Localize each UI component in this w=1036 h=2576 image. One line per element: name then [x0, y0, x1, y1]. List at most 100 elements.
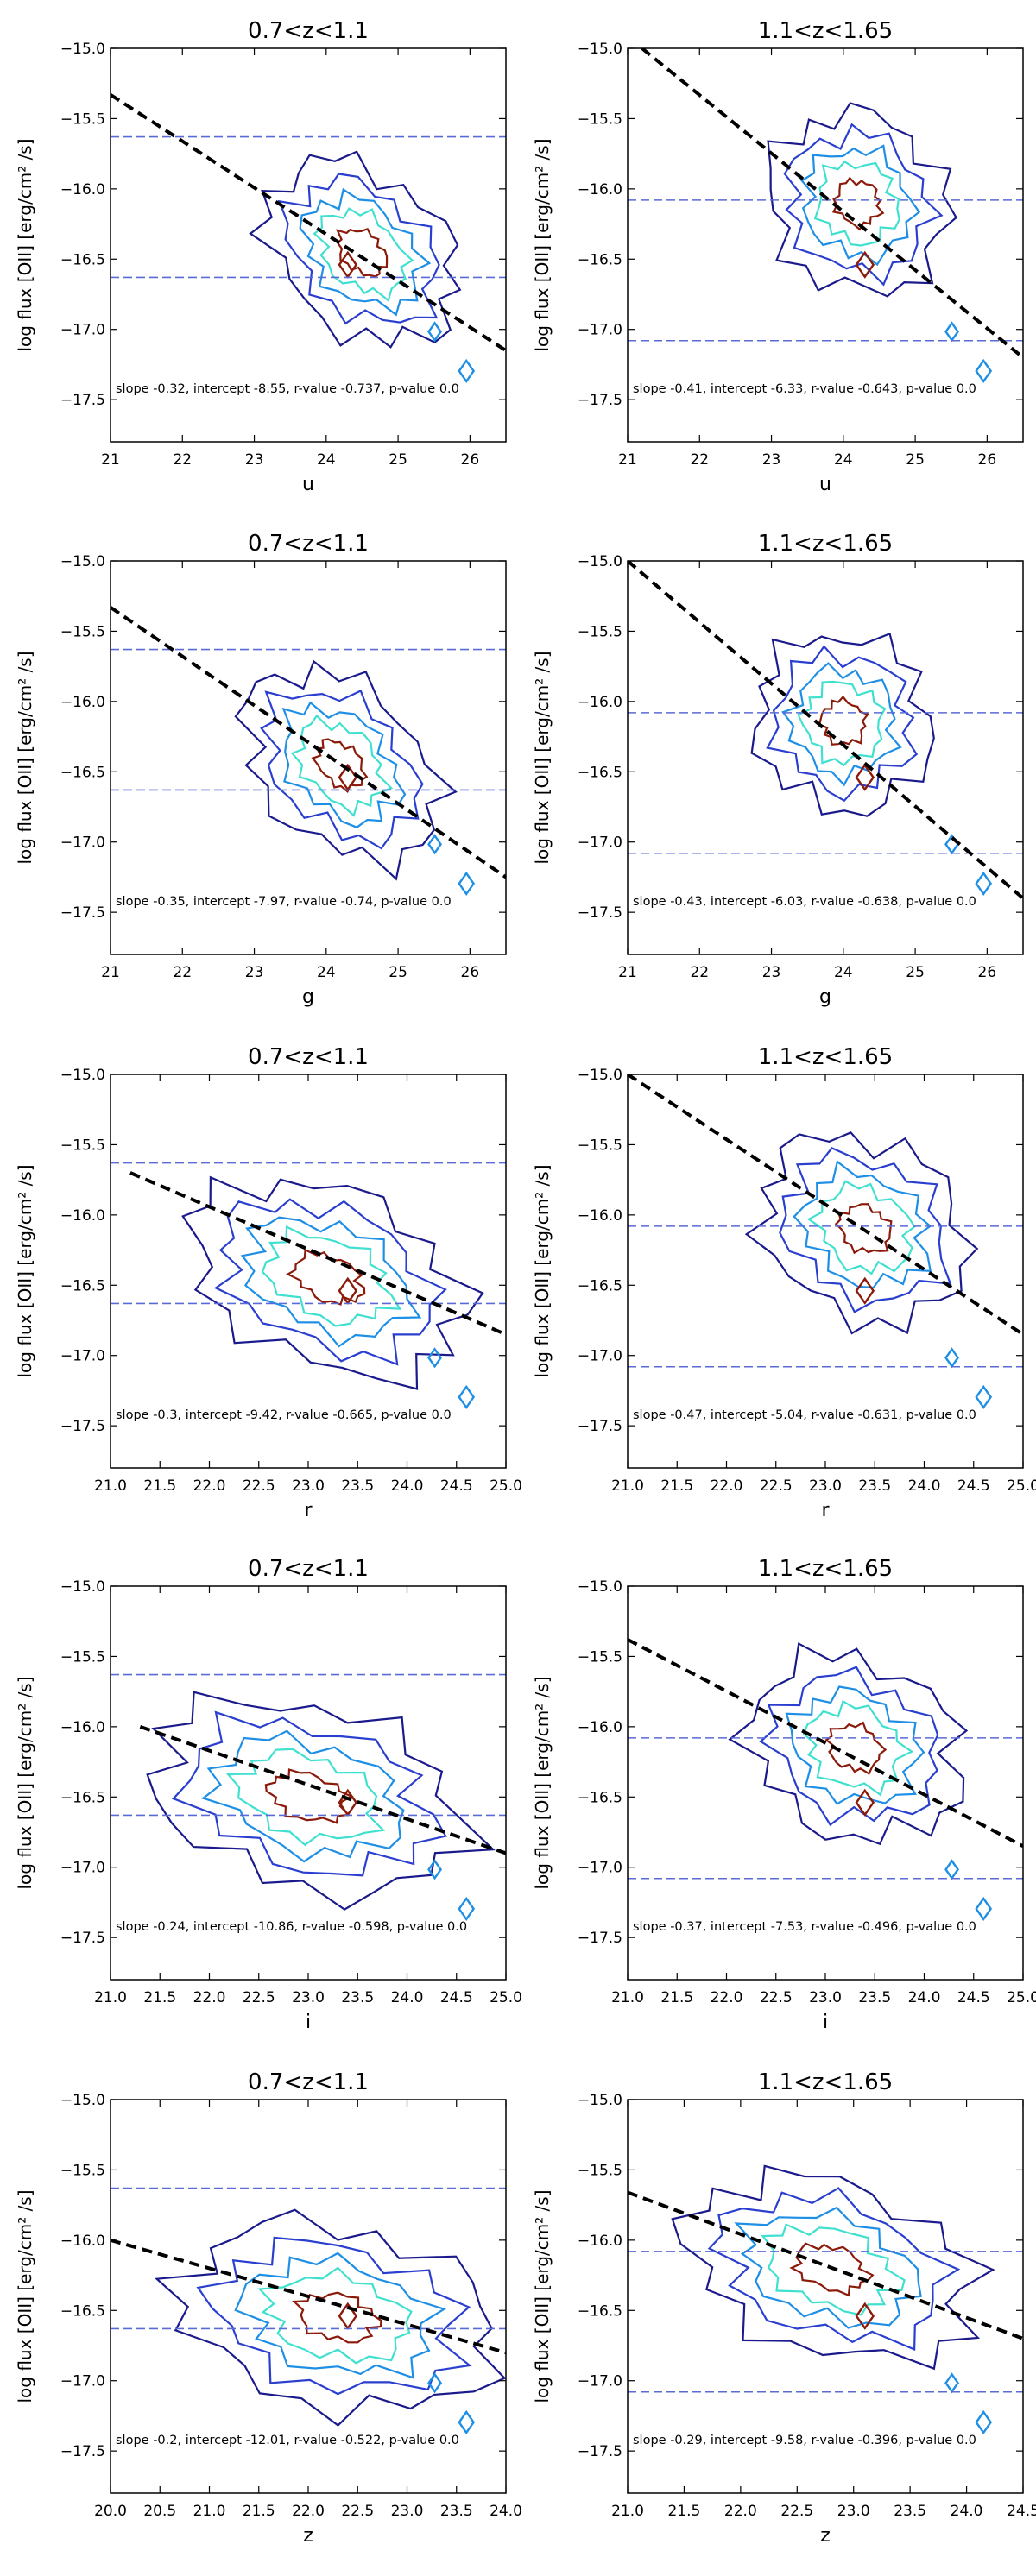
x-tick-label: 22 — [690, 451, 709, 469]
y-axis-label: log flux [OII] [erg/cm² /s] — [532, 651, 553, 864]
plot-area: slope -0.24, intercept -10.86, r-value -… — [111, 1673, 506, 1934]
contour-level-1 — [234, 659, 458, 881]
fit-line — [628, 2190, 1023, 2340]
fit-line — [628, 1074, 1023, 1336]
x-tick-label: 21.5 — [667, 2503, 700, 2520]
contour-level-1 — [767, 102, 958, 298]
y-tick-label: −16.0 — [60, 1719, 105, 1736]
plot-area: slope -0.37, intercept -7.53, r-value -0… — [628, 1638, 1023, 1934]
fit-annotation: slope -0.29, intercept -9.58, r-value -0… — [633, 2434, 976, 2447]
contour-level-2 — [277, 173, 440, 325]
x-tick-label: 23.0 — [809, 1477, 842, 1495]
y-tick-label: −15.0 — [578, 1578, 622, 1596]
contour-level-2 — [196, 2236, 472, 2396]
contour-level-3 — [734, 2206, 922, 2329]
panel-title: 0.7<z<1.1 — [248, 18, 369, 44]
axes-frame — [627, 560, 1024, 955]
x-tick-label: 22.0 — [711, 1477, 743, 1495]
x-tick-label: 21.5 — [660, 1477, 693, 1495]
x-tick-label: 21.0 — [193, 2503, 226, 2520]
x-tick-label: 25.0 — [1007, 1477, 1036, 1495]
y-tick-label: −16.5 — [578, 251, 622, 268]
x-tick-label: 21.5 — [660, 1989, 693, 2006]
fit-annotation: slope -0.43, intercept -6.03, r-value -0… — [633, 895, 976, 909]
y-axis-label: log flux [OII] [erg/cm² /s] — [532, 1164, 553, 1377]
panel-title: 0.7<z<1.1 — [248, 1044, 369, 1070]
x-tick-label: 24 — [834, 964, 853, 981]
panel-title: 1.1<z<1.65 — [758, 531, 893, 557]
x-tick-label: 21.0 — [611, 1477, 644, 1495]
y-tick-label: −17.5 — [578, 1930, 622, 1947]
x-tick-label: 22.0 — [193, 1477, 226, 1495]
x-tick-label: 25.0 — [490, 1477, 522, 1495]
y-tick-label: −15.0 — [60, 1578, 105, 1596]
contour-island — [975, 1896, 993, 1922]
x-tick-label: 25 — [388, 451, 407, 469]
y-tick-label: −16.5 — [60, 2302, 105, 2320]
contour-level-5 — [311, 738, 369, 793]
contour-island — [975, 358, 993, 384]
contour-island — [855, 250, 875, 279]
contour-level-1 — [728, 1642, 969, 1846]
contour-level-2 — [783, 123, 944, 287]
x-tick-label: 23.5 — [894, 2503, 926, 2520]
x-tick-label: 23 — [245, 964, 264, 981]
x-axis-label: i — [823, 2012, 828, 2033]
x-tick-label: 22.5 — [760, 1477, 793, 1495]
x-tick-label: 21.5 — [243, 2503, 275, 2520]
x-tick-label: 23 — [762, 964, 781, 981]
panel-6: 1.1<z<1.65 slope -0.47, intercept -5.04, … — [532, 1044, 1036, 1521]
x-tick-label: 22.5 — [760, 1989, 793, 2006]
panel-10: 1.1<z<1.65 slope -0.29, intercept -9.58, … — [532, 2069, 1036, 2547]
y-tick-label: −16.0 — [60, 2233, 105, 2250]
x-axis-label: z — [820, 2525, 831, 2547]
plot-area: slope -0.32, intercept -8.55, r-value -0… — [111, 93, 506, 396]
axes-frame — [110, 47, 507, 443]
fit-line — [111, 606, 506, 879]
x-tick-label: 23.5 — [341, 1477, 374, 1495]
y-tick-label: −15.0 — [60, 1067, 105, 1084]
y-tick-label: −16.5 — [578, 2302, 622, 2320]
contour-island — [855, 1276, 875, 1305]
y-tick-label: −17.0 — [60, 1348, 105, 1365]
panel-7: 0.7<z<1.1 slope -0.24, intercept -10.86, … — [15, 1556, 522, 2033]
contour-level-2 — [759, 1666, 939, 1827]
x-tick-label: 23.5 — [341, 1989, 374, 2006]
x-tick-label: 22.5 — [243, 1477, 275, 1495]
fit-annotation: slope -0.3, intercept -9.42, r-value -0.… — [116, 1408, 452, 1422]
contour-level-3 — [793, 1160, 932, 1289]
y-tick-label: −17.5 — [578, 2443, 622, 2460]
x-axis-label: r — [821, 1500, 830, 1521]
x-tick-label: 22.0 — [711, 1989, 743, 2006]
y-axis-label: log flux [OII] [erg/cm² /s] — [15, 651, 35, 864]
panel-title: 1.1<z<1.65 — [758, 2069, 893, 2095]
y-tick-label: −15.5 — [60, 623, 105, 640]
x-tick-label: 23 — [245, 451, 264, 469]
x-tick-label: 26 — [978, 964, 997, 981]
contour-level-5 — [818, 695, 870, 746]
contour-level-5 — [264, 1768, 354, 1824]
contour-level-2 — [766, 645, 919, 803]
contour-level-1 — [750, 632, 935, 817]
x-axis-label: i — [306, 2012, 311, 2033]
fit-line — [130, 1171, 506, 1337]
y-tick-label: −17.0 — [578, 835, 622, 852]
contour-island — [944, 321, 960, 343]
panel-9: 0.7<z<1.1 slope -0.2, intercept -12.01, r… — [15, 2069, 522, 2547]
y-tick-label: −17.5 — [578, 904, 622, 922]
fit-line — [111, 2238, 506, 2355]
contour-level-3 — [201, 1729, 405, 1863]
contour-level-3 — [299, 187, 432, 317]
contour-level-1 — [249, 150, 462, 349]
contour-island — [427, 321, 443, 343]
y-axis-label: log flux [OII] [erg/cm² /s] — [532, 2189, 553, 2403]
fit-annotation: slope -0.41, intercept -6.33, r-value -0… — [633, 382, 976, 396]
y-tick-label: −15.0 — [60, 553, 105, 570]
x-tick-label: 20.5 — [143, 2503, 176, 2520]
plot-area: slope -0.41, intercept -6.33, r-value -0… — [628, 48, 1023, 396]
x-tick-label: 25 — [906, 964, 925, 981]
contour-level-4 — [313, 207, 414, 302]
x-tick-label: 21.5 — [143, 1989, 176, 2006]
contour-island — [855, 1788, 875, 1817]
